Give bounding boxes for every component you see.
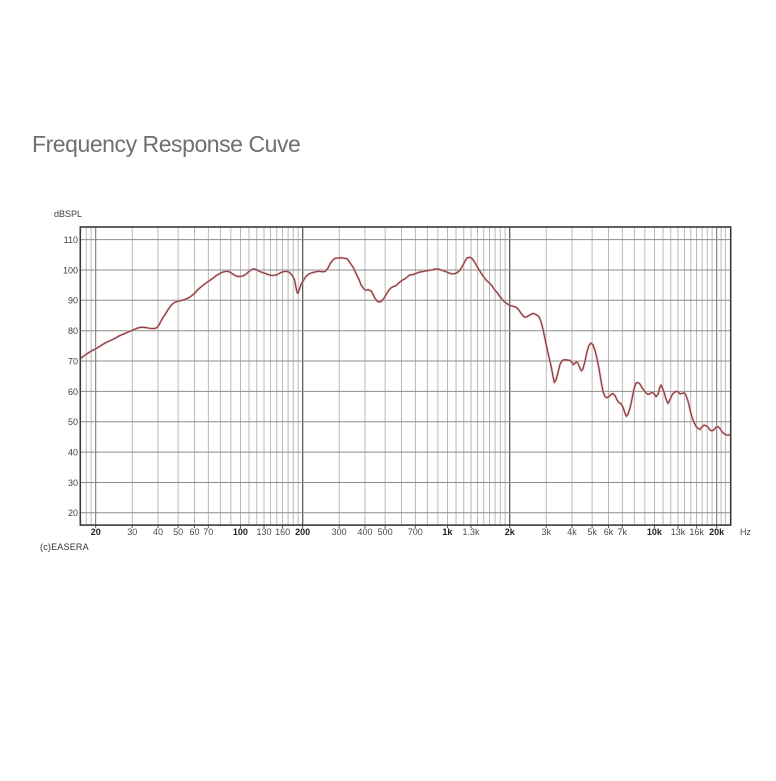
svg-text:70: 70 (203, 527, 213, 537)
svg-text:6k: 6k (604, 527, 614, 537)
svg-text:130: 130 (256, 527, 271, 537)
svg-text:40: 40 (153, 527, 163, 537)
svg-text:20k: 20k (709, 527, 725, 537)
svg-text:80: 80 (68, 326, 78, 336)
svg-text:60: 60 (68, 387, 78, 397)
svg-text:100: 100 (233, 527, 248, 537)
svg-text:1k: 1k (442, 527, 453, 537)
svg-text:dBSPL: dBSPL (54, 209, 82, 219)
svg-text:7k: 7k (618, 527, 628, 537)
svg-text:60: 60 (189, 527, 199, 537)
svg-text:10k: 10k (647, 527, 663, 537)
svg-text:Hz: Hz (740, 527, 751, 537)
svg-text:90: 90 (68, 296, 78, 306)
svg-text:20: 20 (91, 527, 101, 537)
svg-text:30: 30 (68, 478, 78, 488)
svg-text:3k: 3k (541, 527, 551, 537)
svg-text:4k: 4k (567, 527, 577, 537)
svg-text:50: 50 (173, 527, 183, 537)
svg-text:110: 110 (64, 235, 78, 245)
svg-text:(c)EASERA: (c)EASERA (40, 542, 89, 552)
svg-text:300: 300 (332, 527, 347, 537)
svg-text:30: 30 (127, 527, 137, 537)
svg-text:16k: 16k (689, 527, 704, 537)
svg-text:20: 20 (68, 508, 78, 518)
svg-text:13k: 13k (671, 527, 686, 537)
svg-text:400: 400 (357, 527, 372, 537)
svg-text:70: 70 (68, 356, 78, 366)
svg-text:160: 160 (275, 527, 290, 537)
svg-text:100: 100 (63, 265, 78, 275)
svg-text:40: 40 (68, 448, 78, 458)
svg-text:5k: 5k (587, 527, 597, 537)
svg-text:1.3k: 1.3k (462, 527, 480, 537)
svg-text:50: 50 (68, 417, 78, 427)
svg-text:200: 200 (295, 527, 310, 537)
svg-text:2k: 2k (505, 527, 516, 537)
svg-text:700: 700 (408, 527, 423, 537)
svg-text:500: 500 (378, 527, 393, 537)
